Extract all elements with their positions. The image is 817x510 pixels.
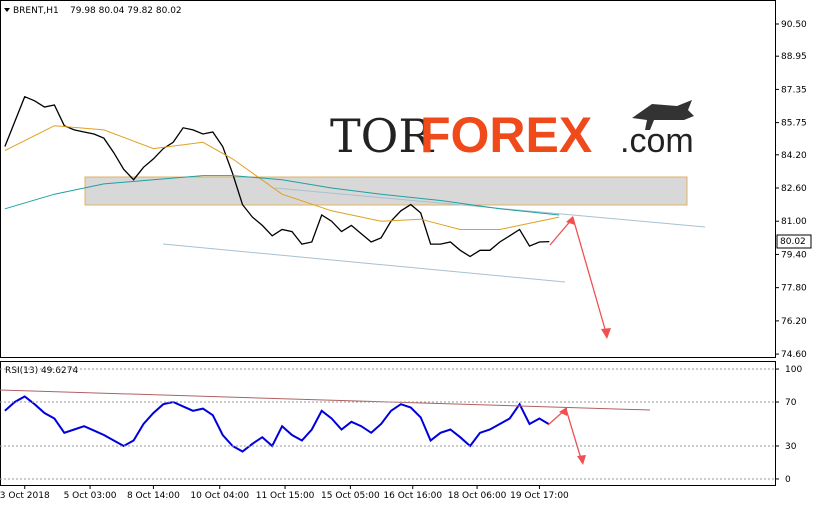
y-tick-label: 88.95 — [781, 52, 807, 62]
logo-text: TOR — [330, 109, 434, 163]
logo-text: .com — [620, 122, 694, 160]
rsi-line — [4, 395, 550, 453]
trend-line — [162, 243, 566, 283]
y-tick-label: 0 — [785, 475, 791, 485]
y-tick-label: 87.35 — [781, 85, 807, 95]
y-tick-label: 74.60 — [781, 350, 807, 360]
x-tick-label: 3 Oct 2018 — [0, 491, 50, 501]
x-tick-label: 16 Oct 16:00 — [383, 491, 442, 501]
x-tick-label: 8 Oct 14:00 — [127, 491, 180, 501]
arrow-head — [601, 328, 611, 339]
arrow-head — [577, 455, 586, 465]
price-box — [776, 234, 812, 249]
y-tick-label: 30 — [785, 442, 797, 452]
menu-icon — [4, 8, 10, 12]
y-tick-label: 85.75 — [781, 119, 807, 129]
y-tick-label: 100 — [785, 365, 802, 375]
rsi-label: RSI(13) 49.6274 — [5, 366, 78, 376]
price-line — [4, 175, 560, 216]
main-panel-frame — [0, 0, 776, 358]
x-tick-label: 11 Oct 15:00 — [256, 491, 315, 501]
x-tick-label: 10 Oct 04:00 — [190, 491, 249, 501]
rsi-panel-frame — [0, 361, 776, 486]
y-tick-label: 90.50 — [781, 20, 807, 30]
symbol: BRENT,H1 — [13, 6, 59, 16]
x-tick-label: 5 Oct 03:00 — [64, 491, 117, 501]
rsi-trend-line — [0, 389, 651, 411]
x-tick-label: 15 Oct 05:00 — [321, 491, 380, 501]
ohlc: 79.98 80.04 79.82 80.02 — [70, 6, 182, 16]
y-tick-label: 84.20 — [781, 151, 807, 161]
x-tick-label: 19 Oct 17:00 — [510, 491, 569, 501]
logo-text: FOREX — [420, 107, 592, 163]
resistance-zone — [84, 176, 688, 206]
y-tick-label: 81.00 — [781, 217, 807, 227]
last-price: 80.02 — [780, 237, 806, 247]
y-tick-label: 70 — [785, 398, 797, 408]
arrow-head — [566, 216, 575, 225]
arrow-head — [559, 407, 567, 416]
y-tick-label: 76.20 — [781, 317, 807, 327]
y-tick-label: 77.80 — [781, 284, 807, 294]
y-tick-label: 79.40 — [781, 250, 807, 260]
price-line — [4, 125, 560, 230]
y-tick-label: 82.60 — [781, 184, 807, 194]
price-line — [4, 95, 550, 258]
x-tick-label: 18 Oct 06:00 — [448, 491, 507, 501]
logo-bull — [632, 100, 694, 130]
